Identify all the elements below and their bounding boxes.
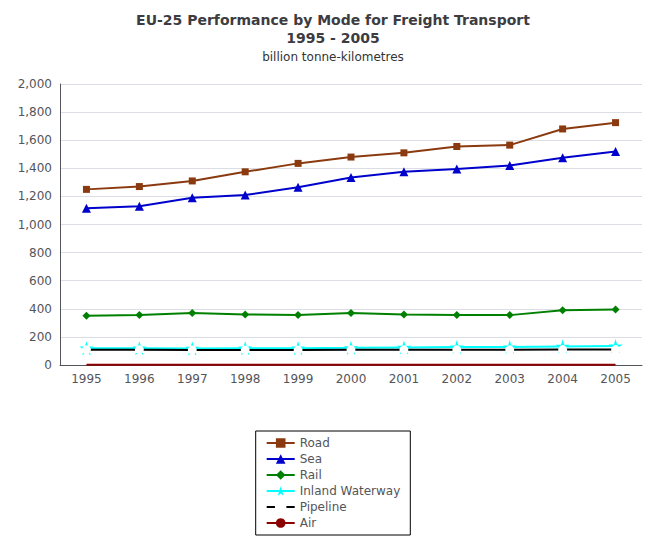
svg-text:2,000: 2,000 (18, 77, 52, 91)
svg-text:2000: 2000 (336, 372, 367, 386)
svg-text:0: 0 (44, 358, 52, 372)
svg-text:1996: 1996 (124, 372, 155, 386)
svg-text:2002: 2002 (442, 372, 473, 386)
svg-text:1,000: 1,000 (18, 218, 52, 232)
svg-text:Inland Waterway: Inland Waterway (300, 484, 401, 498)
svg-text:1999: 1999 (283, 372, 314, 386)
svg-text:200: 200 (29, 330, 52, 344)
svg-text:EU-25 Performance by Mode for: EU-25 Performance by Mode for Freight Tr… (136, 12, 530, 28)
svg-text:Pipeline: Pipeline (300, 500, 347, 514)
svg-text:Air: Air (300, 516, 317, 530)
svg-text:Rail: Rail (300, 468, 322, 482)
svg-text:1,400: 1,400 (18, 161, 52, 175)
svg-text:1997: 1997 (177, 372, 208, 386)
svg-text:1,200: 1,200 (18, 189, 52, 203)
svg-text:1,800: 1,800 (18, 105, 52, 119)
svg-text:2004: 2004 (547, 372, 578, 386)
svg-text:1,600: 1,600 (18, 133, 52, 147)
svg-text:400: 400 (29, 302, 52, 316)
svg-text:billion tonne-kilometres: billion tonne-kilometres (262, 50, 404, 64)
svg-text:1998: 1998 (230, 372, 261, 386)
svg-text:2001: 2001 (389, 372, 420, 386)
svg-text:Sea: Sea (300, 452, 322, 466)
svg-text:1995: 1995 (71, 372, 102, 386)
svg-text:800: 800 (29, 246, 52, 260)
svg-text:600: 600 (29, 274, 52, 288)
svg-text:2003: 2003 (494, 372, 525, 386)
svg-text:2005: 2005 (600, 372, 631, 386)
svg-text:Road: Road (300, 436, 330, 450)
svg-text:1995 - 2005: 1995 - 2005 (286, 30, 380, 46)
